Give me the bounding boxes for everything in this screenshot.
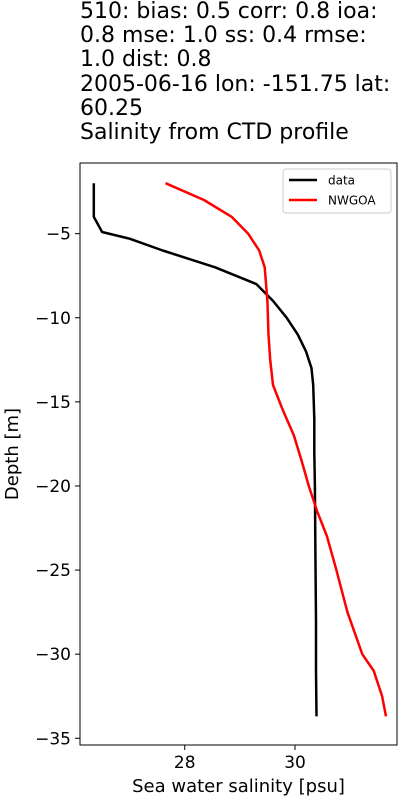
y-tick-label: −15 xyxy=(35,393,71,413)
x-axis-ticks: 28 30 xyxy=(174,745,306,773)
chart-title: Salinity from CTD profile xyxy=(80,120,349,146)
y-axis-title: Depth [m] xyxy=(2,408,23,500)
y-tick-label: −30 xyxy=(35,645,71,665)
y-tick-label: −20 xyxy=(35,477,71,497)
y-tick-label: −10 xyxy=(35,309,71,329)
plot-lines xyxy=(92,182,388,717)
legend-label-data: data xyxy=(328,174,355,188)
legend-label-nwgoa: NWGOA xyxy=(328,194,376,208)
x-tick-label: 30 xyxy=(284,753,306,773)
chart-title-block: 510: bias: 0.5 corr: 0.8 ioa: 0.8 mse: 1… xyxy=(80,0,398,145)
stats-line: 510: bias: 0.5 corr: 0.8 ioa: 0.8 mse: 1… xyxy=(80,0,378,73)
x-axis-title: Sea water salinity [psu] xyxy=(132,776,345,797)
y-tick-label: −35 xyxy=(35,729,71,749)
location-line: 2005-06-16 lon: -151.75 lat: 60.25 xyxy=(80,71,391,121)
x-tick-label: 28 xyxy=(174,753,196,773)
series-line-data xyxy=(92,183,318,717)
plot-frame xyxy=(79,162,398,746)
legend: data NWGOA xyxy=(282,168,392,214)
y-tick-label: −5 xyxy=(46,225,71,245)
y-tick-label: −25 xyxy=(35,561,71,581)
series-line-nwgoa xyxy=(165,182,388,717)
y-axis-ticks: −5 −10 −15 −20 −25 −30 −35 xyxy=(35,225,80,749)
